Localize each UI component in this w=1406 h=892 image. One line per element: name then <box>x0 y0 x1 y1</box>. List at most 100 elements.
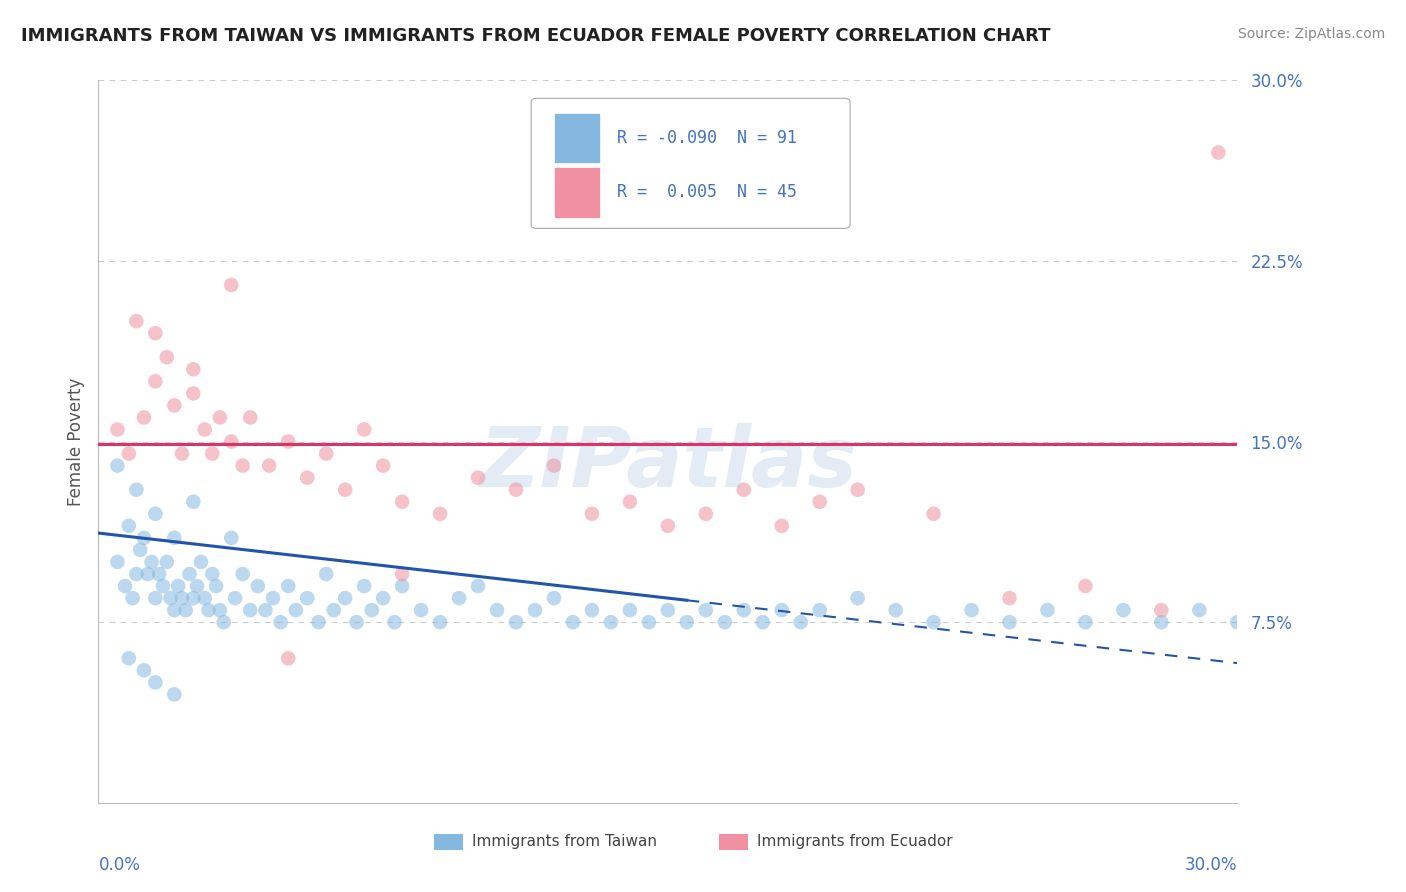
Point <box>246 579 269 593</box>
Point <box>619 494 641 508</box>
Point <box>391 494 413 508</box>
Point <box>371 458 394 473</box>
Text: R = -0.090  N = 91: R = -0.090 N = 91 <box>617 129 797 147</box>
Point <box>543 458 565 473</box>
Point <box>846 591 869 605</box>
Point <box>136 567 159 582</box>
Point <box>638 615 661 630</box>
Point <box>174 603 197 617</box>
Point <box>770 603 793 617</box>
Point <box>183 591 205 605</box>
Point <box>221 434 243 449</box>
Point <box>429 507 451 521</box>
Point <box>232 458 254 473</box>
Point <box>277 579 299 593</box>
Point <box>212 615 235 630</box>
Point <box>1150 615 1173 630</box>
Point <box>156 555 179 569</box>
Point <box>360 603 382 617</box>
Point <box>335 591 357 605</box>
Point <box>125 314 148 328</box>
Point <box>183 494 205 508</box>
Point <box>657 603 679 617</box>
Point <box>411 603 433 617</box>
Point <box>998 615 1021 630</box>
Point <box>277 651 299 665</box>
Point <box>346 615 368 630</box>
Point <box>125 483 148 497</box>
Point <box>129 542 152 557</box>
Point <box>107 458 129 473</box>
Point <box>449 591 471 605</box>
Point <box>221 277 243 292</box>
Point <box>208 603 231 617</box>
Point <box>239 410 262 425</box>
Text: Source: ZipAtlas.com: Source: ZipAtlas.com <box>1237 27 1385 41</box>
Bar <box>554 112 599 163</box>
Bar <box>718 834 748 850</box>
Point <box>1208 145 1230 160</box>
Point <box>107 555 129 569</box>
Point <box>194 591 217 605</box>
Point <box>221 531 243 545</box>
Point <box>619 603 641 617</box>
Point <box>884 603 907 617</box>
Point <box>201 567 224 582</box>
Point <box>152 579 174 593</box>
Point <box>163 687 186 701</box>
Point <box>118 651 141 665</box>
Point <box>335 483 357 497</box>
Point <box>125 567 148 582</box>
Point <box>145 591 167 605</box>
Point <box>254 603 277 617</box>
Point <box>808 603 831 617</box>
Point <box>118 518 141 533</box>
Point <box>1112 603 1135 617</box>
Point <box>197 603 219 617</box>
Point <box>208 410 231 425</box>
Point <box>145 374 167 388</box>
Point <box>695 507 717 521</box>
Point <box>846 483 869 497</box>
Point <box>190 555 212 569</box>
Point <box>467 579 489 593</box>
Point <box>1074 615 1097 630</box>
Point <box>524 603 547 617</box>
Point <box>145 675 167 690</box>
Point <box>205 579 228 593</box>
Point <box>163 603 186 617</box>
Text: Immigrants from Taiwan: Immigrants from Taiwan <box>472 834 657 849</box>
Point <box>163 531 186 545</box>
Point <box>107 422 129 436</box>
Point <box>114 579 136 593</box>
Text: Immigrants from Ecuador: Immigrants from Ecuador <box>756 834 952 849</box>
Point <box>118 446 141 460</box>
Point <box>148 567 170 582</box>
Point <box>132 410 155 425</box>
Point <box>1188 603 1211 617</box>
Point <box>284 603 307 617</box>
Point <box>239 603 262 617</box>
Point <box>156 350 179 364</box>
Point <box>581 507 603 521</box>
Point <box>562 615 585 630</box>
Point <box>790 615 813 630</box>
Point <box>201 446 224 460</box>
Point <box>353 422 375 436</box>
Point <box>270 615 292 630</box>
Point <box>922 507 945 521</box>
Text: ZIPatlas: ZIPatlas <box>479 423 856 504</box>
Point <box>315 446 337 460</box>
Point <box>183 386 205 401</box>
Point <box>1074 579 1097 593</box>
Point <box>600 615 623 630</box>
Point <box>1150 603 1173 617</box>
Point <box>467 470 489 484</box>
Point <box>1036 603 1059 617</box>
Point <box>145 326 167 340</box>
Point <box>170 446 193 460</box>
Point <box>581 603 603 617</box>
Point <box>543 591 565 605</box>
Point <box>308 615 330 630</box>
Y-axis label: Female Poverty: Female Poverty <box>66 377 84 506</box>
